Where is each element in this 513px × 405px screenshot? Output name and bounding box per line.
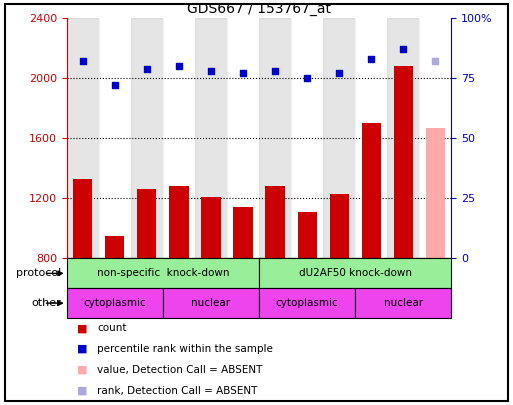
Bar bbox=[67, 288, 163, 318]
Bar bbox=[329, 194, 349, 258]
Bar bbox=[227, 18, 259, 258]
Text: nuclear: nuclear bbox=[384, 298, 423, 308]
Bar bbox=[67, 258, 259, 288]
Bar bbox=[298, 212, 317, 258]
Bar bbox=[355, 288, 451, 318]
Text: nuclear: nuclear bbox=[191, 298, 230, 308]
Bar bbox=[98, 18, 131, 258]
Point bbox=[271, 68, 279, 74]
Point bbox=[303, 75, 311, 81]
Text: ■: ■ bbox=[77, 386, 87, 396]
Text: protocol: protocol bbox=[16, 269, 62, 278]
Point bbox=[207, 68, 215, 74]
Bar bbox=[291, 18, 323, 258]
Text: count: count bbox=[97, 323, 127, 333]
Bar bbox=[73, 179, 92, 258]
Bar bbox=[195, 18, 227, 258]
Point bbox=[367, 56, 376, 62]
Bar bbox=[131, 18, 163, 258]
Title: GDS667 / 153767_at: GDS667 / 153767_at bbox=[187, 2, 331, 16]
Point bbox=[111, 82, 119, 89]
Bar bbox=[105, 236, 124, 258]
Bar bbox=[259, 18, 291, 258]
Point bbox=[143, 66, 151, 72]
Text: non-specific  knock-down: non-specific knock-down bbox=[96, 269, 229, 278]
Bar bbox=[362, 123, 381, 258]
Bar bbox=[393, 66, 413, 258]
Point bbox=[239, 70, 247, 77]
Text: other: other bbox=[32, 298, 62, 308]
Bar bbox=[323, 18, 355, 258]
Text: dU2AF50 knock-down: dU2AF50 knock-down bbox=[299, 269, 412, 278]
Text: ■: ■ bbox=[77, 323, 87, 333]
Bar bbox=[163, 18, 195, 258]
Text: percentile rank within the sample: percentile rank within the sample bbox=[97, 344, 273, 354]
Bar bbox=[387, 18, 420, 258]
Text: cytoplasmic: cytoplasmic bbox=[276, 298, 339, 308]
Point bbox=[335, 70, 343, 77]
Bar bbox=[137, 190, 156, 258]
Bar bbox=[355, 18, 387, 258]
Text: value, Detection Call = ABSENT: value, Detection Call = ABSENT bbox=[97, 365, 263, 375]
Bar bbox=[259, 288, 355, 318]
Bar bbox=[426, 128, 445, 258]
Point bbox=[78, 58, 87, 65]
Point bbox=[399, 46, 407, 53]
Bar bbox=[163, 288, 259, 318]
Text: rank, Detection Call = ABSENT: rank, Detection Call = ABSENT bbox=[97, 386, 258, 396]
Bar bbox=[420, 18, 451, 258]
Text: ■: ■ bbox=[77, 365, 87, 375]
Bar bbox=[265, 186, 285, 258]
Bar bbox=[169, 186, 189, 258]
Bar bbox=[67, 18, 98, 258]
Bar bbox=[233, 207, 252, 258]
Point bbox=[431, 58, 440, 65]
Bar bbox=[201, 197, 221, 258]
Text: cytoplasmic: cytoplasmic bbox=[84, 298, 146, 308]
Text: ■: ■ bbox=[77, 344, 87, 354]
Bar bbox=[259, 258, 451, 288]
Point bbox=[175, 63, 183, 70]
